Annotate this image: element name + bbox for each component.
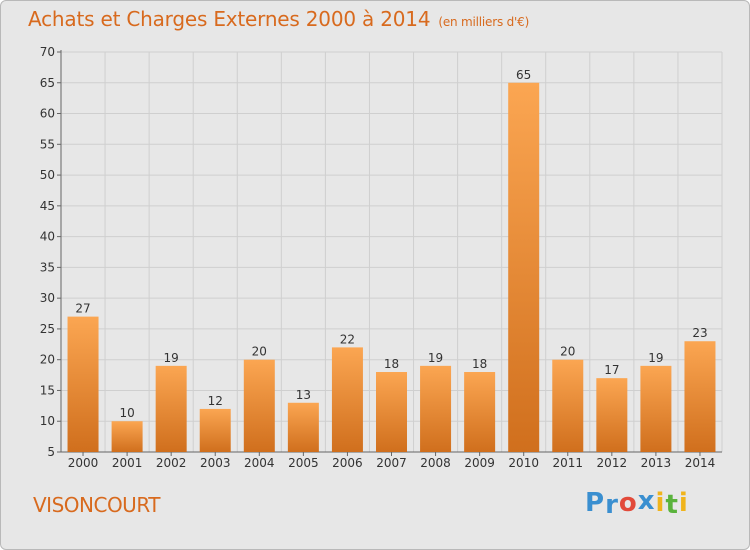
data-label-2013: 19 [648, 351, 663, 365]
bar-2004 [243, 359, 275, 452]
bar-2000 [67, 316, 99, 452]
bar-2014 [684, 341, 716, 452]
x-tick-label-2002: 2002 [156, 456, 187, 470]
y-tick-label: 50 [40, 168, 55, 182]
bar-2010 [508, 82, 540, 453]
x-tick-label-2010: 2010 [508, 456, 539, 470]
brand-letter: P [585, 488, 606, 518]
axes: 5 10 15 20 25 30 35 40 45 50 55 60 65 70 2000 2001 2002 2… [40, 45, 722, 470]
x-tick-label-2000: 2000 [68, 456, 99, 470]
data-label-2010: 65 [516, 68, 531, 82]
x-tick-label-2005: 2005 [288, 456, 319, 470]
brand-letter: i [655, 488, 666, 518]
y-tick-label: 40 [40, 230, 55, 244]
x-tick-label-2001: 2001 [112, 456, 143, 470]
bar-2005 [287, 402, 319, 452]
y-tick-label: 5 [47, 445, 55, 459]
y-tick-label: 60 [40, 107, 55, 121]
brand-letter: t [665, 490, 679, 520]
y-tick-label: 35 [40, 260, 55, 274]
bar-2002 [155, 365, 187, 452]
bar-2003 [199, 408, 231, 452]
brand-letter: x [637, 486, 656, 516]
x-tick-label-2013: 2013 [641, 456, 672, 470]
y-tick-label: 15 [40, 383, 55, 397]
location-name: VISONCOURT [33, 493, 160, 517]
bar-2006 [331, 347, 363, 452]
y-tick-label: 65 [40, 76, 55, 90]
x-tick-label-2014: 2014 [685, 456, 716, 470]
brand-logo: Proxiti [585, 486, 689, 520]
data-label-2004: 20 [252, 345, 267, 359]
data-label-2007: 18 [384, 357, 399, 371]
y-tick-label: 30 [40, 291, 55, 305]
data-label-2002: 19 [164, 351, 179, 365]
data-label-2011: 20 [560, 345, 575, 359]
y-tick-label: 45 [40, 199, 55, 213]
data-label-2000: 27 [75, 302, 90, 316]
data-label-2014: 23 [692, 326, 707, 340]
data-label-2003: 12 [208, 394, 223, 408]
bar-2012 [596, 378, 628, 452]
y-tick-label: 10 [40, 414, 55, 428]
y-tick-label: 20 [40, 353, 55, 367]
x-tick-label-2011: 2011 [552, 456, 583, 470]
brand-letter: r [605, 490, 619, 520]
data-label-2001: 10 [119, 406, 134, 420]
x-tick-label-2006: 2006 [332, 456, 363, 470]
y-tick-label: 55 [40, 137, 55, 151]
brand-letter: i [678, 488, 689, 518]
data-label-2005: 13 [296, 388, 311, 402]
x-tick-label-2007: 2007 [376, 456, 407, 470]
y-tick-label: 25 [40, 322, 55, 336]
brand-letter: o [618, 488, 638, 518]
bar-2009 [464, 372, 496, 452]
x-tick-label-2012: 2012 [597, 456, 628, 470]
x-tick-label-2008: 2008 [420, 456, 451, 470]
data-labels: 27 10 19 12 20 13 22 18 19 18 65 20 17 19 23 [75, 68, 707, 420]
chart-title: Achats et Charges Externes 2000 à 2014 (e… [28, 7, 530, 31]
x-tick-label-2004: 2004 [244, 456, 275, 470]
data-label-2009: 18 [472, 357, 487, 371]
bar-2013 [640, 365, 672, 452]
data-label-2012: 17 [604, 363, 619, 377]
bar-2007 [376, 372, 407, 452]
chart-subtitle: (en milliers d'€) [438, 15, 530, 29]
y-tick-label: 70 [40, 45, 55, 59]
x-tick-label-2009: 2009 [464, 456, 495, 470]
data-label-2006: 22 [340, 332, 355, 346]
bar-2001 [111, 421, 143, 452]
x-tick-label-2003: 2003 [200, 456, 231, 470]
bar-2011 [552, 359, 584, 452]
bars [67, 82, 716, 453]
bar-2008 [420, 365, 452, 452]
data-label-2008: 19 [428, 351, 443, 365]
